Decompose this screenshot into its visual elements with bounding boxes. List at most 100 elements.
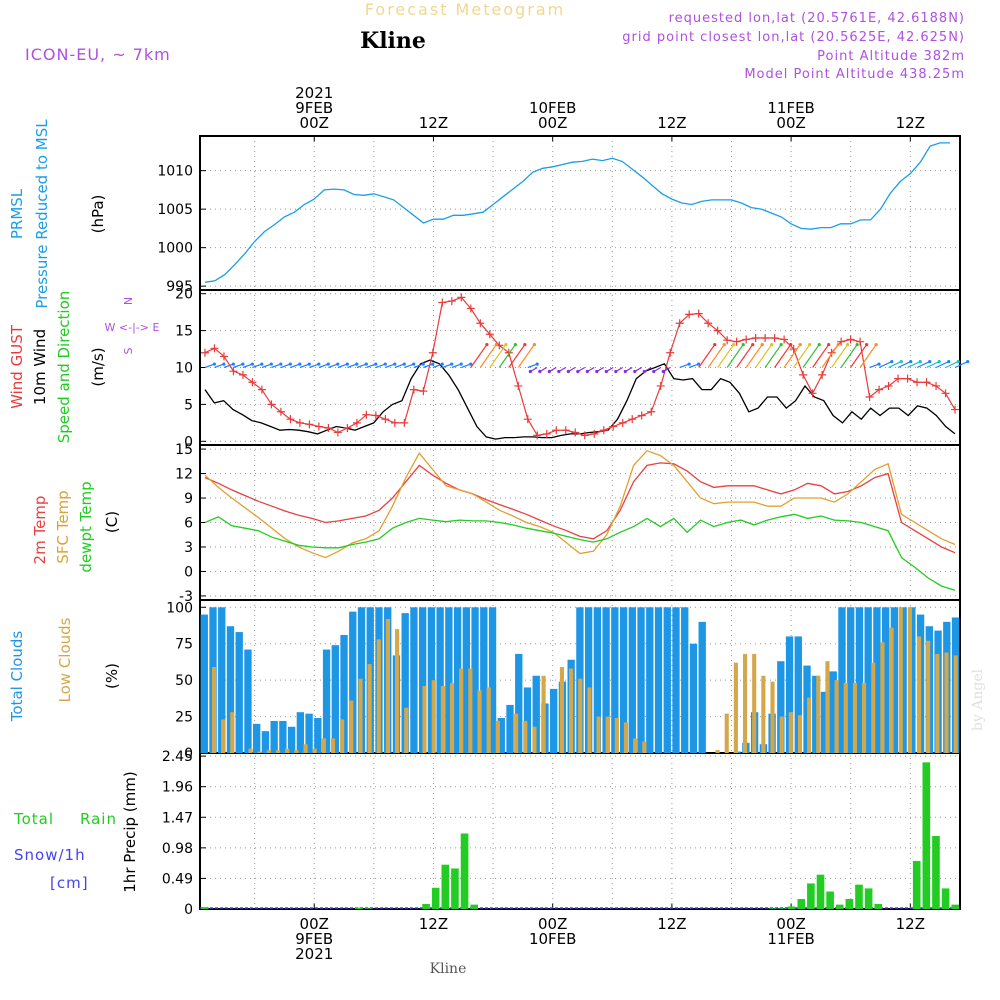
wind-direction-arrow xyxy=(347,363,357,369)
temp-unit: (C) xyxy=(103,511,121,533)
gust-marker xyxy=(875,385,884,394)
total-clouds-bar xyxy=(253,723,261,753)
low-clouds-bar xyxy=(614,718,619,753)
wind-direction-arrowhead xyxy=(269,362,273,366)
total-clouds-bar xyxy=(890,607,899,753)
wind-direction-arrow xyxy=(717,344,735,368)
wind-direction-arrowhead xyxy=(241,362,245,366)
gust-marker xyxy=(238,370,247,379)
wind-direction-arrowhead xyxy=(355,362,359,366)
low-clouds-bar xyxy=(285,748,290,753)
wind-direction-arrowhead xyxy=(928,359,932,364)
rain-rain-label: Rain xyxy=(80,810,117,828)
low-clouds-bar xyxy=(816,675,821,753)
low-clouds-bar xyxy=(843,683,848,753)
wind-direction-arrow xyxy=(945,361,959,369)
low-clouds-bar xyxy=(926,640,931,753)
wind-direction-arrow xyxy=(517,344,535,368)
total-clouds-bar xyxy=(471,607,479,753)
total-clouds-bar xyxy=(654,607,663,753)
wind-direction-arrowhead xyxy=(513,342,517,347)
y-tick-label: 0 xyxy=(184,434,193,450)
low-clouds-bar xyxy=(605,716,610,753)
low-clouds-bar xyxy=(486,687,491,753)
wind-direction-arrowhead xyxy=(374,362,378,366)
gust-marker xyxy=(865,393,874,402)
plots: 99510001005101005101520-3036912150255075… xyxy=(157,135,970,918)
y-tick-label: 1.47 xyxy=(162,810,193,826)
total-clouds-bar xyxy=(698,621,706,753)
rain-bar xyxy=(787,906,796,909)
low-clouds-bar xyxy=(788,712,793,753)
gust-marker xyxy=(789,345,798,354)
gust-marker xyxy=(685,310,694,319)
gust-marker xyxy=(200,348,209,357)
wind-direction-arrowhead xyxy=(260,362,264,366)
wind-direction-arrowhead xyxy=(459,362,463,366)
wind-direction-arrowhead xyxy=(528,369,532,374)
low-clouds-bar xyxy=(349,700,354,753)
gust-marker xyxy=(229,367,238,376)
wind-direction-arrow xyxy=(356,363,367,369)
low-clouds-bar xyxy=(367,664,372,753)
total-clouds-bar xyxy=(506,704,514,753)
total-clouds-bar xyxy=(261,731,270,753)
low-clouds-bar xyxy=(248,748,253,753)
gust-marker xyxy=(932,381,941,390)
gust-marker xyxy=(400,418,409,427)
panel2-labels: Wind GUST 10m Wind Speed and Direction (… xyxy=(8,291,159,444)
wind-direction-arrow xyxy=(498,344,516,368)
header-requested: requested lon,lat (20.5761E, 42.6188N) xyxy=(669,11,965,26)
low-clouds-bar xyxy=(404,707,409,753)
gust-marker xyxy=(609,422,618,431)
gust-marker xyxy=(742,335,751,344)
low-clouds-bar xyxy=(944,652,949,753)
wind-unit: (m/s) xyxy=(89,347,107,386)
low-clouds-bar xyxy=(294,750,299,753)
gust-marker xyxy=(314,422,323,431)
low-clouds-bar xyxy=(752,653,757,753)
wind-direction-arrowhead xyxy=(494,342,498,347)
wind-direction-arrow xyxy=(233,363,244,369)
wind-direction-arrowhead xyxy=(817,342,821,347)
low-clouds-bar xyxy=(559,667,564,753)
wind-direction-arrow xyxy=(366,363,376,369)
total-clouds-bar xyxy=(672,607,680,753)
temp-sfc-line xyxy=(204,449,956,559)
x-tick-label: 00Z xyxy=(300,114,329,132)
dewpt-label: dewpt Temp xyxy=(77,481,95,572)
wind-direction-arrow xyxy=(802,344,820,368)
wind-direction-arrowhead xyxy=(212,362,216,366)
rain-bar xyxy=(470,904,478,909)
gust-marker xyxy=(732,337,741,346)
wind-direction-arrowhead xyxy=(345,362,349,366)
wind-direction-arrowhead xyxy=(798,342,802,347)
total-clouds-bar xyxy=(820,691,829,753)
x-tick-label: 12Z xyxy=(657,915,686,933)
y-tick-label: 15 xyxy=(175,324,193,340)
wind-direction-arrow xyxy=(764,344,782,368)
gust-marker xyxy=(504,348,513,357)
total-clouds-bar xyxy=(279,720,287,753)
gust-marker xyxy=(780,335,789,344)
total-clouds-bar xyxy=(593,607,602,753)
gust-marker xyxy=(618,418,627,427)
low-clouds-bar xyxy=(724,713,729,753)
prmsl-line xyxy=(204,142,951,283)
total-clouds-bar xyxy=(838,607,846,753)
wind-direction-arrowhead xyxy=(642,369,646,374)
rain-bar xyxy=(364,908,373,909)
wind-direction-arrow xyxy=(318,363,329,369)
total-clouds-bar xyxy=(340,634,348,753)
gust-marker xyxy=(447,297,456,306)
x-tick-label: 12Z xyxy=(419,114,448,132)
x-tick-label: 00Z xyxy=(776,915,805,933)
total-clouds-bar xyxy=(637,607,645,753)
wind-direction-arrowhead xyxy=(535,362,539,366)
temp-dewpt-line xyxy=(204,513,956,591)
panel5-labels: Total Rain Snow/1h [cm] 1hr Precip (mm) xyxy=(13,771,139,892)
low-clouds-bar xyxy=(587,687,592,753)
wind-direction-arrowhead xyxy=(336,362,340,366)
total-clouds-bar xyxy=(681,607,689,753)
gust-marker xyxy=(362,410,371,419)
